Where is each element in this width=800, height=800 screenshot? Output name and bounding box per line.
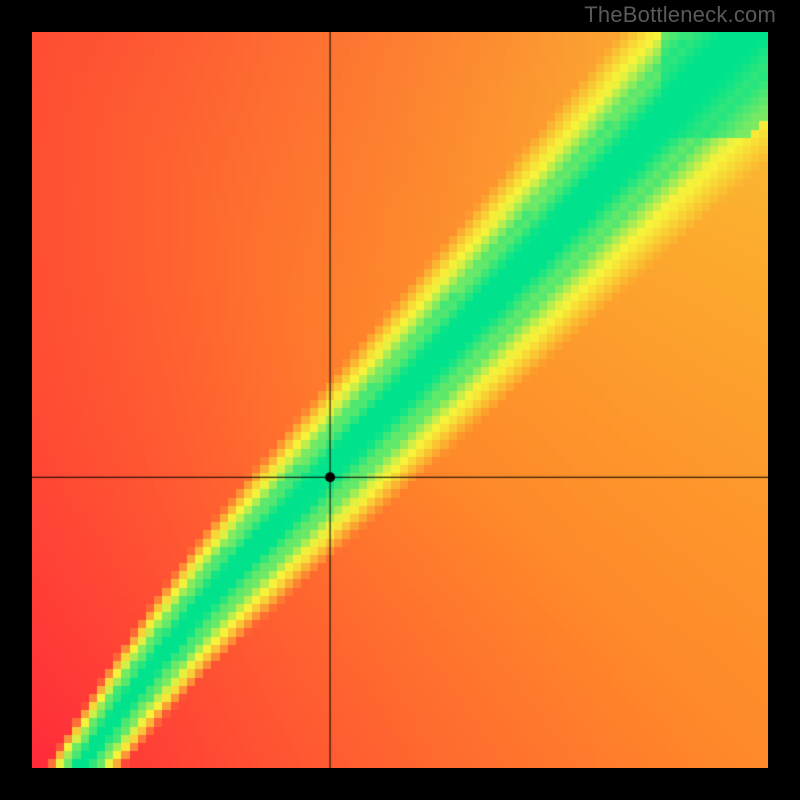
- bottleneck-heatmap: [32, 32, 768, 768]
- chart-container: TheBottleneck.com: [0, 0, 800, 800]
- watermark-text: TheBottleneck.com: [584, 2, 776, 28]
